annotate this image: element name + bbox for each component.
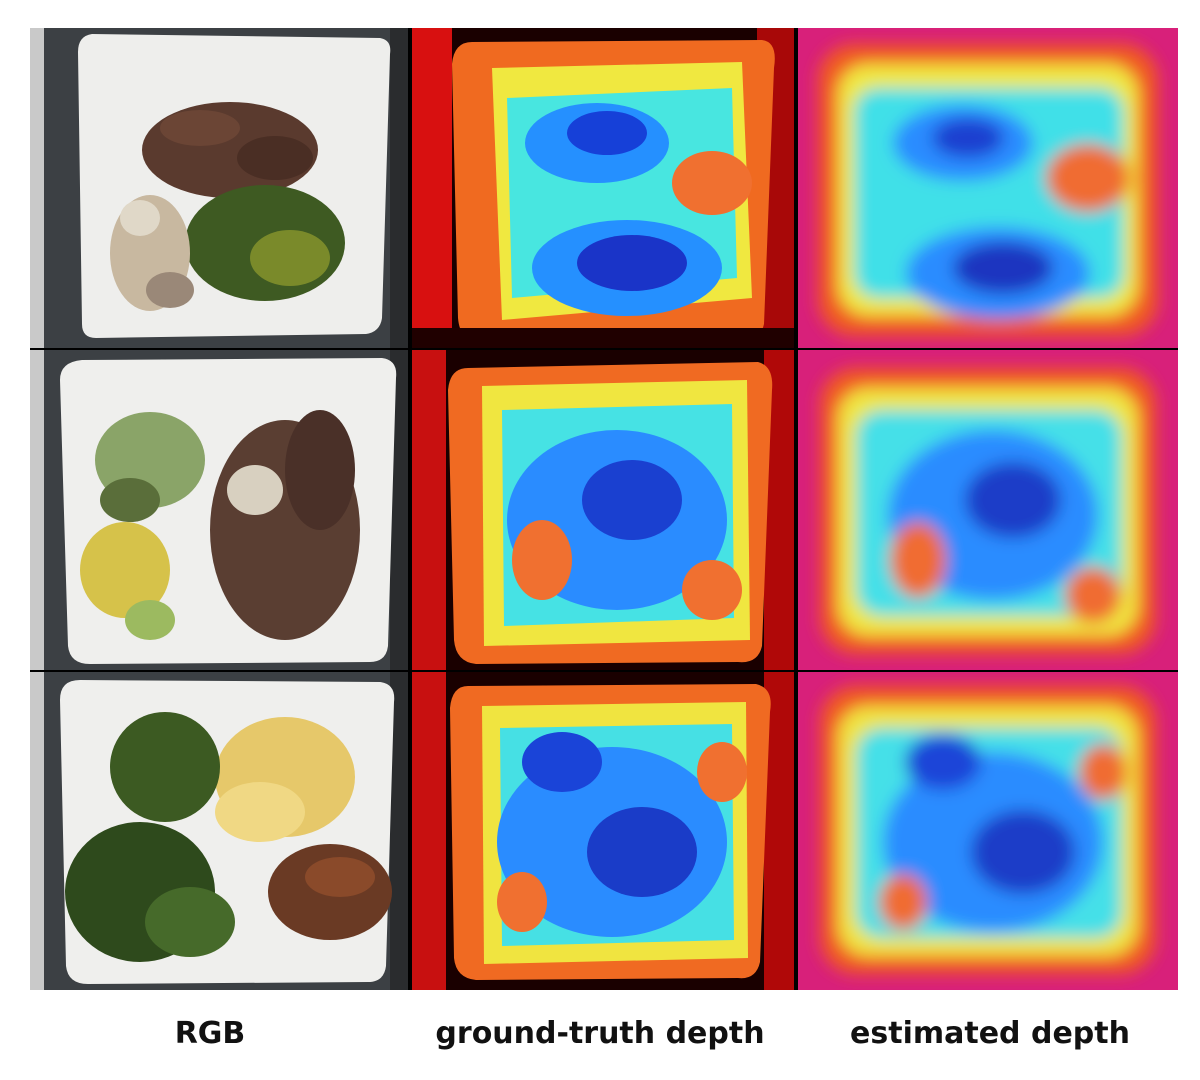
rgb-image-row-3 bbox=[30, 672, 408, 990]
rgb-image-row-1 bbox=[30, 28, 408, 348]
ground-truth-depth-map-row-2 bbox=[412, 350, 794, 670]
column-caption-estimated-depth: estimated depth bbox=[850, 1016, 1130, 1051]
estimated-depth-map-row-3 bbox=[798, 672, 1178, 990]
rgb-image-row-2 bbox=[30, 350, 408, 670]
column-caption-rgb: RGB bbox=[174, 1016, 246, 1051]
ground-truth-depth-map-row-3 bbox=[412, 672, 794, 990]
column-caption-ground-truth-depth: ground-truth depth bbox=[435, 1016, 765, 1051]
estimated-depth-map-row-2 bbox=[798, 350, 1178, 670]
figure-grid bbox=[30, 28, 1178, 990]
ground-truth-depth-map-row-1 bbox=[412, 28, 794, 348]
estimated-depth-map-row-1 bbox=[798, 28, 1178, 348]
